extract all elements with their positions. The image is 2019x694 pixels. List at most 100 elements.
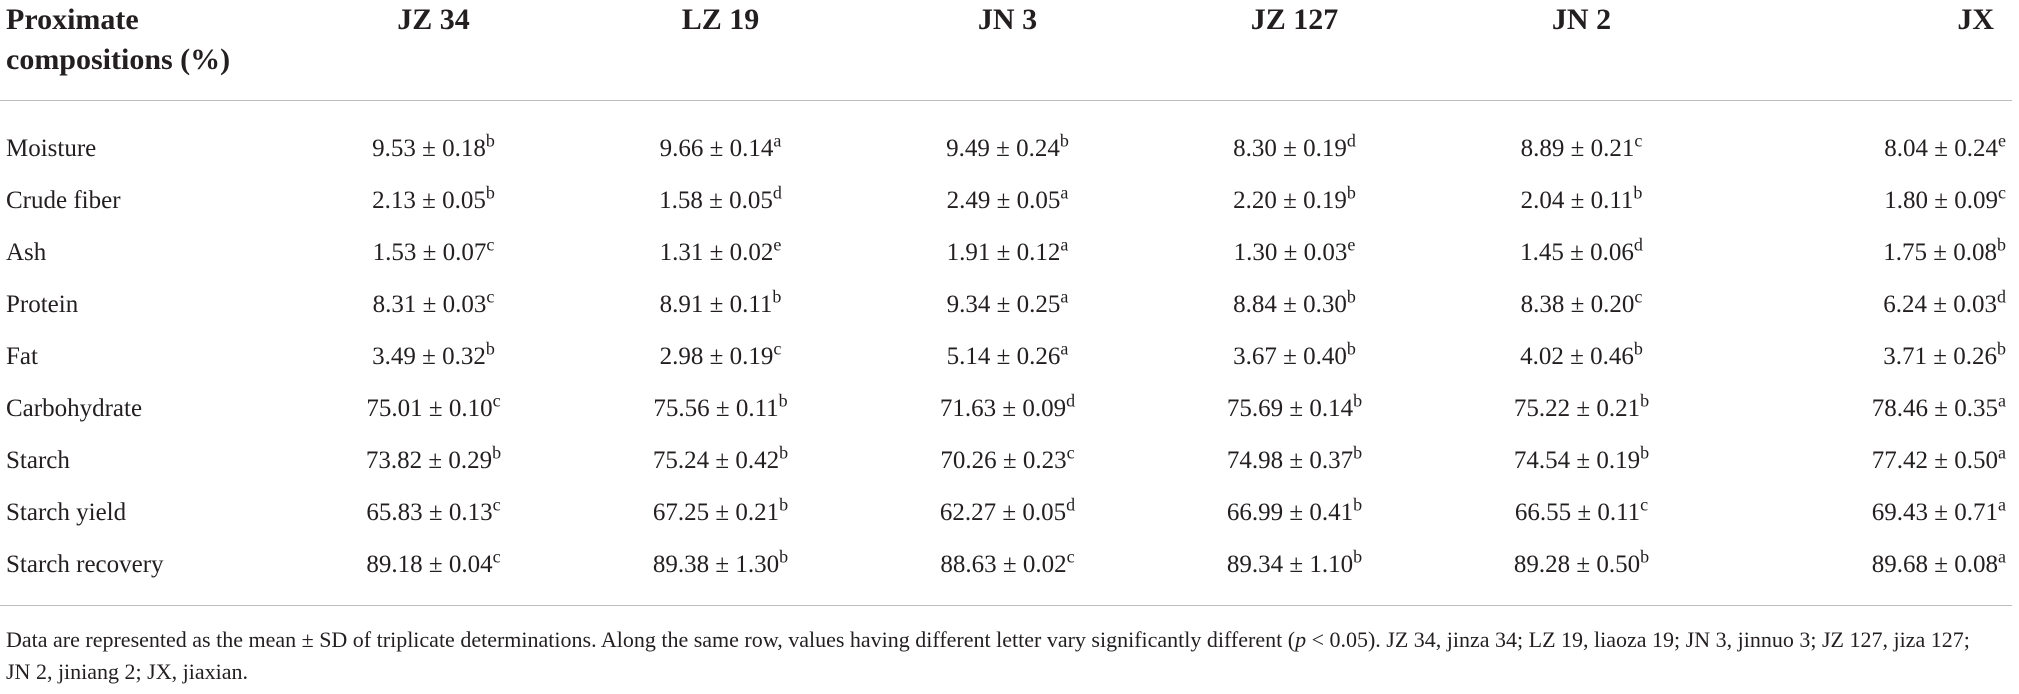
significance-letter: b	[485, 182, 495, 203]
table-cell: 2.49 ± 0.05a	[864, 175, 1151, 227]
row-label: Starch	[6, 447, 70, 474]
cell-value: 2.13 ± 0.05	[372, 187, 486, 214]
table-cell: 66.55 ± 0.11c	[1438, 487, 1725, 539]
header-proximate-compositions: Proximate compositions (%)	[0, 0, 290, 101]
significance-letter: b	[1353, 494, 1363, 515]
significance-letter: b	[1353, 546, 1363, 567]
significance-letter: a	[1998, 442, 2006, 463]
table-cell: 71.63 ± 0.09d	[864, 383, 1151, 435]
row-label: Protein	[6, 291, 79, 318]
significance-letter: b	[772, 286, 782, 307]
significance-letter: b	[1346, 182, 1356, 203]
header-jz34: JZ 34	[290, 0, 577, 101]
table-cell: 88.63 ± 0.02c	[864, 539, 1151, 606]
table-cell: 89.34 ± 1.10b	[1151, 539, 1438, 606]
cell-value: 4.02 ± 0.46	[1520, 343, 1634, 370]
cell-value: 89.38 ± 1.30	[652, 551, 780, 578]
table-cell: 70.26 ± 0.23c	[864, 435, 1151, 487]
significance-letter: b	[778, 390, 788, 411]
cell-value: 74.98 ± 0.37	[1226, 447, 1354, 474]
table-row: Starch 73.82 ± 0.29b 75.24 ± 0.42b 70.26 ± …	[0, 435, 2012, 487]
table-cell: 66.99 ± 0.41b	[1151, 487, 1438, 539]
table-cell: 8.31 ± 0.03c	[290, 279, 577, 331]
significance-letter: c	[1640, 494, 1649, 515]
table-cell: 2.98 ± 0.19c	[577, 331, 864, 383]
cell-value: 1.45 ± 0.06	[1520, 239, 1634, 266]
cell-value: 75.56 ± 0.11	[653, 395, 779, 422]
footnote-text-2: < 0.05). JZ 34, jinza 34; LZ 19, liaoza …	[6, 627, 1970, 684]
cell-value: 75.69 ± 0.14	[1226, 395, 1354, 422]
table-header-row: Proximate compositions (%) JZ 34 LZ 19 J…	[0, 0, 2012, 101]
cell-value: 67.25 ± 0.21	[652, 499, 780, 526]
significance-letter: c	[1634, 286, 1643, 307]
table-cell: 1.75 ± 0.08b	[1725, 227, 2012, 279]
cell-value: 69.43 ± 0.71	[1871, 499, 1998, 526]
significance-letter: e	[773, 234, 782, 255]
significance-letter: d	[1346, 130, 1356, 151]
table-cell: 9.53 ± 0.18b	[290, 101, 577, 176]
footnote-text-1: Data are represented as the mean ± SD of…	[6, 627, 1296, 652]
significance-letter: c	[1634, 130, 1643, 151]
table-footnote: Data are represented as the mean ± SD of…	[6, 624, 1996, 688]
table-cell: 4.02 ± 0.46b	[1438, 331, 1725, 383]
table-cell: 8.38 ± 0.20c	[1438, 279, 1725, 331]
table-row: Crude fiber 2.13 ± 0.05b 1.58 ± 0.05d 2.49 …	[0, 175, 2012, 227]
significance-letter: b	[1353, 390, 1363, 411]
table-cell: 1.91 ± 0.12a	[864, 227, 1151, 279]
cell-value: 74.54 ± 0.19	[1513, 447, 1641, 474]
significance-letter: d	[1633, 234, 1643, 255]
significance-letter: b	[1353, 442, 1363, 463]
table-row: Fat 3.49 ± 0.32b 2.98 ± 0.19c 5.14 ± 0.26a 3…	[0, 331, 2012, 383]
table-cell: 75.69 ± 0.14b	[1151, 383, 1438, 435]
cell-value: 75.22 ± 0.21	[1513, 395, 1641, 422]
cell-value: 1.31 ± 0.02	[659, 239, 774, 266]
significance-letter: b	[1059, 130, 1069, 151]
cell-value: 2.20 ± 0.19	[1233, 187, 1347, 214]
cell-value: 9.66 ± 0.14	[659, 135, 774, 162]
cell-value: 8.89 ± 0.21	[1520, 135, 1635, 162]
table-cell: 73.82 ± 0.29b	[290, 435, 577, 487]
cell-value: 89.68 ± 0.08	[1871, 551, 1998, 578]
cell-value: 66.55 ± 0.11	[1514, 499, 1641, 526]
cell-value: 8.30 ± 0.19	[1233, 135, 1347, 162]
table-cell: 65.83 ± 0.13c	[290, 487, 577, 539]
cell-value: 66.99 ± 0.41	[1226, 499, 1354, 526]
row-label: Starch recovery	[0, 539, 290, 606]
significance-letter: a	[1060, 286, 1069, 307]
table-cell: 1.30 ± 0.03e	[1151, 227, 1438, 279]
header-jz127: JZ 127	[1151, 0, 1438, 101]
cell-value: 89.34 ± 1.10	[1226, 551, 1354, 578]
cell-value: 75.01 ± 0.10	[366, 395, 493, 422]
significance-letter: a	[1060, 338, 1069, 359]
cell-value: 1.75 ± 0.08	[1883, 239, 1997, 266]
table-cell: 1.31 ± 0.02e	[577, 227, 864, 279]
cell-value: 3.71 ± 0.26	[1883, 343, 1997, 370]
significance-letter: d	[1066, 494, 1076, 515]
significance-letter: b	[779, 494, 789, 515]
table-cell: 77.42 ± 0.50a	[1725, 435, 2012, 487]
cell-value: 71.63 ± 0.09	[939, 395, 1067, 422]
significance-letter: b	[485, 130, 495, 151]
cell-value: 65.83 ± 0.13	[366, 499, 493, 526]
header-jn2: JN 2	[1438, 0, 1725, 101]
cell-value: 73.82 ± 0.29	[365, 447, 493, 474]
cell-value: 9.49 ± 0.24	[946, 135, 1060, 162]
table-cell: 74.98 ± 0.37b	[1151, 435, 1438, 487]
table-cell: 8.89 ± 0.21c	[1438, 101, 1725, 176]
table-cell: 6.24 ± 0.03d	[1725, 279, 2012, 331]
significance-letter: b	[779, 442, 789, 463]
table-cell: 8.30 ± 0.19d	[1151, 101, 1438, 176]
table-row: Ash 1.53 ± 0.07c 1.31 ± 0.02e 1.91 ± 0.12a 1…	[0, 227, 2012, 279]
table-cell: 75.01 ± 0.10c	[290, 383, 577, 435]
table-cell: 75.22 ± 0.21b	[1438, 383, 1725, 435]
cell-value: 89.28 ± 0.50	[1513, 551, 1641, 578]
significance-letter: b	[1633, 338, 1643, 359]
significance-letter: a	[1998, 390, 2006, 411]
significance-letter: c	[492, 390, 501, 411]
row-label: Crude fiber	[6, 187, 121, 214]
table-cell: 1.45 ± 0.06d	[1438, 227, 1725, 279]
cell-value: 3.49 ± 0.32	[372, 343, 486, 370]
significance-letter: d	[1997, 286, 2006, 307]
table-cell: 8.91 ± 0.11b	[577, 279, 864, 331]
